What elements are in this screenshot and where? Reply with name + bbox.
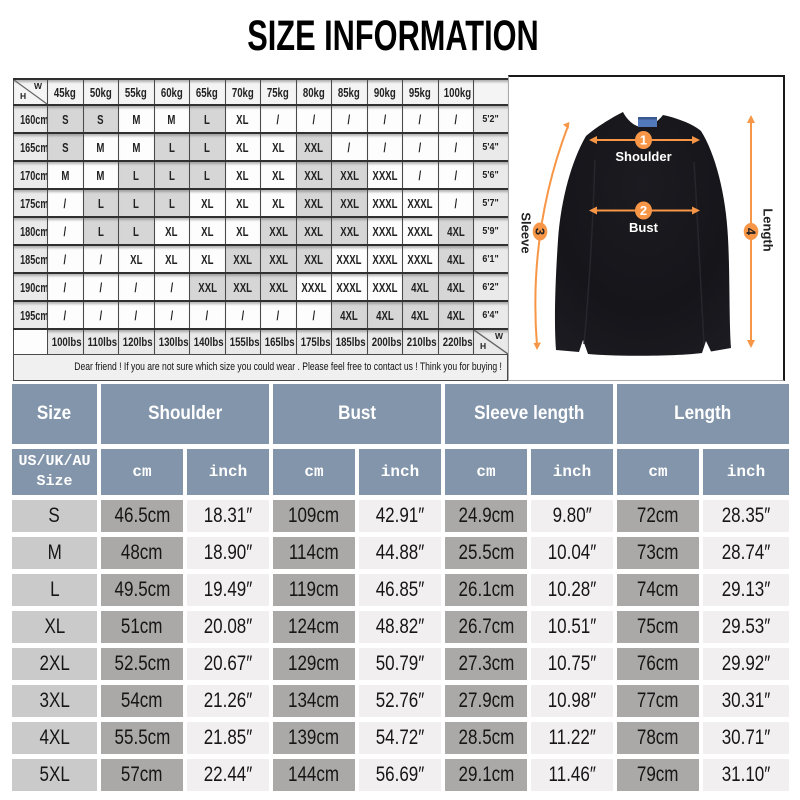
svg-text:Sleeve: Sleeve (519, 212, 534, 253)
svg-text:Shoulder: Shoulder (615, 149, 671, 164)
svg-text:2: 2 (640, 203, 647, 218)
svg-text:Bust: Bust (629, 220, 659, 235)
svg-text:Length: Length (761, 208, 776, 251)
svg-text:4: 4 (744, 228, 759, 236)
svg-text:3: 3 (533, 228, 548, 235)
svg-text:1: 1 (640, 133, 647, 148)
